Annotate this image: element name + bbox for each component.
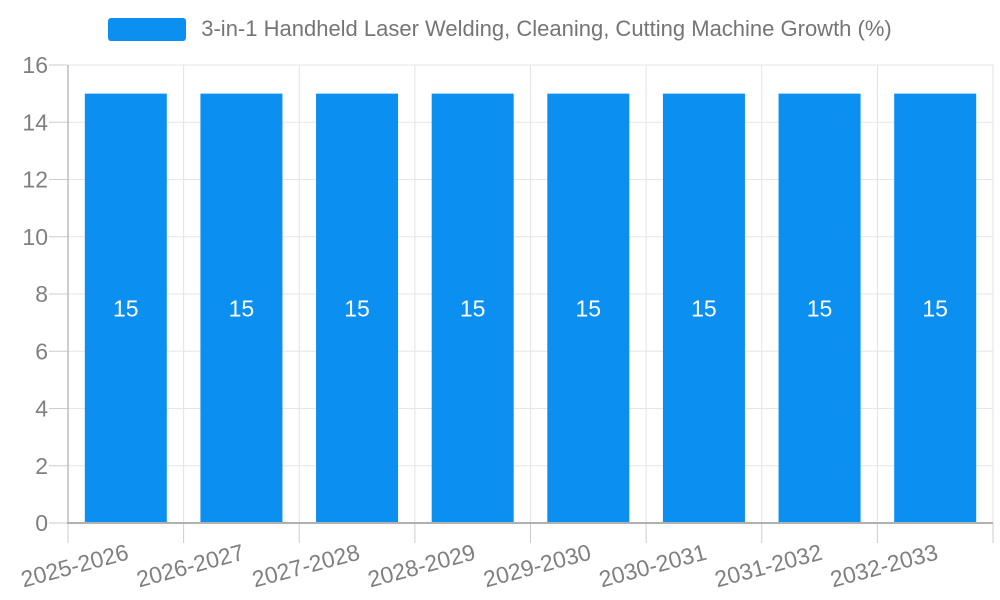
bar-value-label: 15 xyxy=(113,295,139,321)
bar-value-label: 15 xyxy=(807,295,833,321)
x-axis-label: 2026-2027 xyxy=(134,539,247,593)
bar-value-label: 15 xyxy=(922,295,948,321)
y-axis-label: 12 xyxy=(22,167,48,193)
bar-value-label: 15 xyxy=(344,295,370,321)
bar[interactable] xyxy=(547,93,630,523)
bar[interactable] xyxy=(200,93,283,523)
bar[interactable] xyxy=(894,93,977,523)
bar-value-label: 15 xyxy=(691,295,717,321)
x-axis-label: 2027-2028 xyxy=(249,539,362,593)
x-axis-label: 2030-2031 xyxy=(596,539,709,593)
bar[interactable] xyxy=(84,93,167,523)
y-axis-label: 2 xyxy=(35,453,48,479)
x-axis-label: 2025-2026 xyxy=(18,539,131,593)
bar[interactable] xyxy=(431,93,514,523)
y-axis-label: 14 xyxy=(22,109,48,135)
x-axis-label: 2031-2032 xyxy=(712,539,825,593)
y-axis-label: 10 xyxy=(22,224,48,250)
x-axis-label: 2029-2030 xyxy=(481,539,594,593)
bar[interactable] xyxy=(316,93,399,523)
legend-swatch-icon xyxy=(108,17,187,41)
y-axis-label: 4 xyxy=(35,396,48,422)
y-axis-label: 16 xyxy=(22,52,48,78)
x-axis-label: 2028-2029 xyxy=(365,539,478,593)
bar[interactable] xyxy=(778,93,861,523)
y-axis-label: 6 xyxy=(35,338,48,364)
bar-value-label: 15 xyxy=(229,295,255,321)
x-axis-label: 2032-2033 xyxy=(828,539,941,593)
y-axis-label: 0 xyxy=(35,510,48,536)
bar-value-label: 15 xyxy=(576,295,602,321)
legend-label: 3-in-1 Handheld Laser Welding, Cleaning,… xyxy=(201,16,892,41)
y-axis-label: 8 xyxy=(35,281,48,307)
bar[interactable] xyxy=(662,93,745,523)
bar-value-label: 15 xyxy=(460,295,486,321)
legend-item[interactable]: 3-in-1 Handheld Laser Welding, Cleaning,… xyxy=(0,16,1000,42)
